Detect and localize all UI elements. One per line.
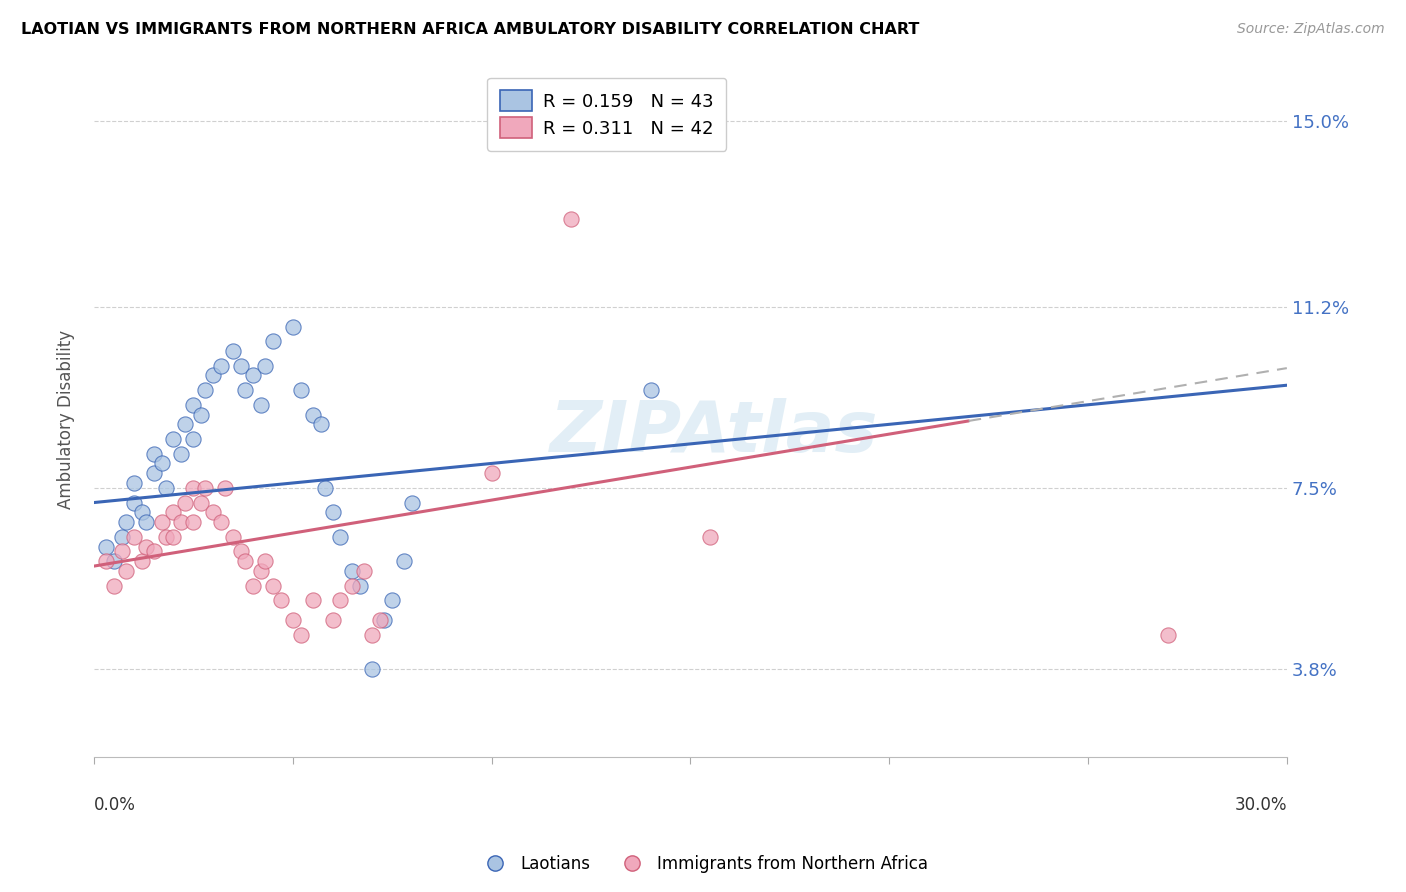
Point bbox=[114, 515, 136, 529]
Point bbox=[1156, 627, 1178, 641]
Point bbox=[353, 564, 375, 578]
Point bbox=[202, 368, 225, 383]
Point bbox=[194, 481, 217, 495]
Point bbox=[209, 515, 232, 529]
Point bbox=[150, 457, 173, 471]
Point bbox=[361, 627, 384, 641]
Legend: R = 0.159   N = 43, R = 0.311   N = 42: R = 0.159 N = 43, R = 0.311 N = 42 bbox=[488, 78, 727, 151]
Point bbox=[94, 554, 117, 568]
Point bbox=[214, 481, 236, 495]
Point bbox=[342, 564, 364, 578]
Point bbox=[170, 447, 193, 461]
Point bbox=[262, 579, 284, 593]
Point bbox=[233, 383, 256, 397]
Point bbox=[699, 530, 721, 544]
Point bbox=[131, 505, 153, 519]
Point bbox=[170, 515, 193, 529]
Point bbox=[481, 467, 503, 481]
Point bbox=[270, 593, 292, 607]
Point bbox=[640, 383, 662, 397]
Point bbox=[242, 368, 264, 383]
Y-axis label: Ambulatory Disability: Ambulatory Disability bbox=[58, 330, 75, 509]
Point bbox=[155, 530, 177, 544]
Point bbox=[209, 359, 232, 373]
Point bbox=[250, 398, 273, 412]
Point bbox=[162, 505, 184, 519]
Point bbox=[162, 432, 184, 446]
Point bbox=[301, 408, 323, 422]
Point bbox=[262, 334, 284, 349]
Point bbox=[229, 544, 252, 558]
Point bbox=[135, 515, 157, 529]
Text: LAOTIAN VS IMMIGRANTS FROM NORTHERN AFRICA AMBULATORY DISABILITY CORRELATION CHA: LAOTIAN VS IMMIGRANTS FROM NORTHERN AFRI… bbox=[21, 22, 920, 37]
Point bbox=[183, 515, 205, 529]
Point bbox=[301, 593, 323, 607]
Point bbox=[281, 319, 304, 334]
Point bbox=[309, 417, 332, 432]
Point bbox=[135, 540, 157, 554]
Point bbox=[122, 530, 145, 544]
Point bbox=[114, 564, 136, 578]
Point bbox=[111, 530, 134, 544]
Point bbox=[202, 505, 225, 519]
Point bbox=[250, 564, 273, 578]
Point bbox=[229, 359, 252, 373]
Point bbox=[222, 344, 245, 359]
Point bbox=[242, 579, 264, 593]
Point bbox=[560, 212, 582, 227]
Point bbox=[142, 544, 165, 558]
Point bbox=[183, 398, 205, 412]
Point bbox=[142, 467, 165, 481]
Point bbox=[392, 554, 415, 568]
Point bbox=[321, 505, 343, 519]
Point bbox=[183, 432, 205, 446]
Point bbox=[190, 408, 212, 422]
Point bbox=[150, 515, 173, 529]
Point bbox=[162, 530, 184, 544]
Point bbox=[290, 627, 312, 641]
Point bbox=[368, 613, 391, 627]
Point bbox=[194, 383, 217, 397]
Point bbox=[349, 579, 371, 593]
Point bbox=[103, 579, 125, 593]
Point bbox=[131, 554, 153, 568]
Point bbox=[253, 359, 276, 373]
Point bbox=[233, 554, 256, 568]
Point bbox=[381, 593, 404, 607]
Point bbox=[111, 544, 134, 558]
Point bbox=[190, 495, 212, 509]
Point bbox=[122, 475, 145, 490]
Point bbox=[222, 530, 245, 544]
Point bbox=[142, 447, 165, 461]
Point bbox=[155, 481, 177, 495]
Point bbox=[361, 662, 384, 676]
Point bbox=[321, 613, 343, 627]
Text: Source: ZipAtlas.com: Source: ZipAtlas.com bbox=[1237, 22, 1385, 37]
Point bbox=[103, 554, 125, 568]
Text: ZIPAtlas: ZIPAtlas bbox=[550, 399, 879, 467]
Text: 0.0%: 0.0% bbox=[94, 796, 136, 814]
Point bbox=[401, 495, 423, 509]
Point bbox=[174, 417, 197, 432]
Point bbox=[290, 383, 312, 397]
Point bbox=[329, 593, 352, 607]
Point bbox=[314, 481, 336, 495]
Point bbox=[342, 579, 364, 593]
Point bbox=[253, 554, 276, 568]
Point bbox=[281, 613, 304, 627]
Point bbox=[174, 495, 197, 509]
Point bbox=[183, 481, 205, 495]
Point bbox=[329, 530, 352, 544]
Point bbox=[373, 613, 395, 627]
Text: 30.0%: 30.0% bbox=[1234, 796, 1286, 814]
Legend: Laotians, Immigrants from Northern Africa: Laotians, Immigrants from Northern Afric… bbox=[471, 848, 935, 880]
Point bbox=[122, 495, 145, 509]
Point bbox=[94, 540, 117, 554]
